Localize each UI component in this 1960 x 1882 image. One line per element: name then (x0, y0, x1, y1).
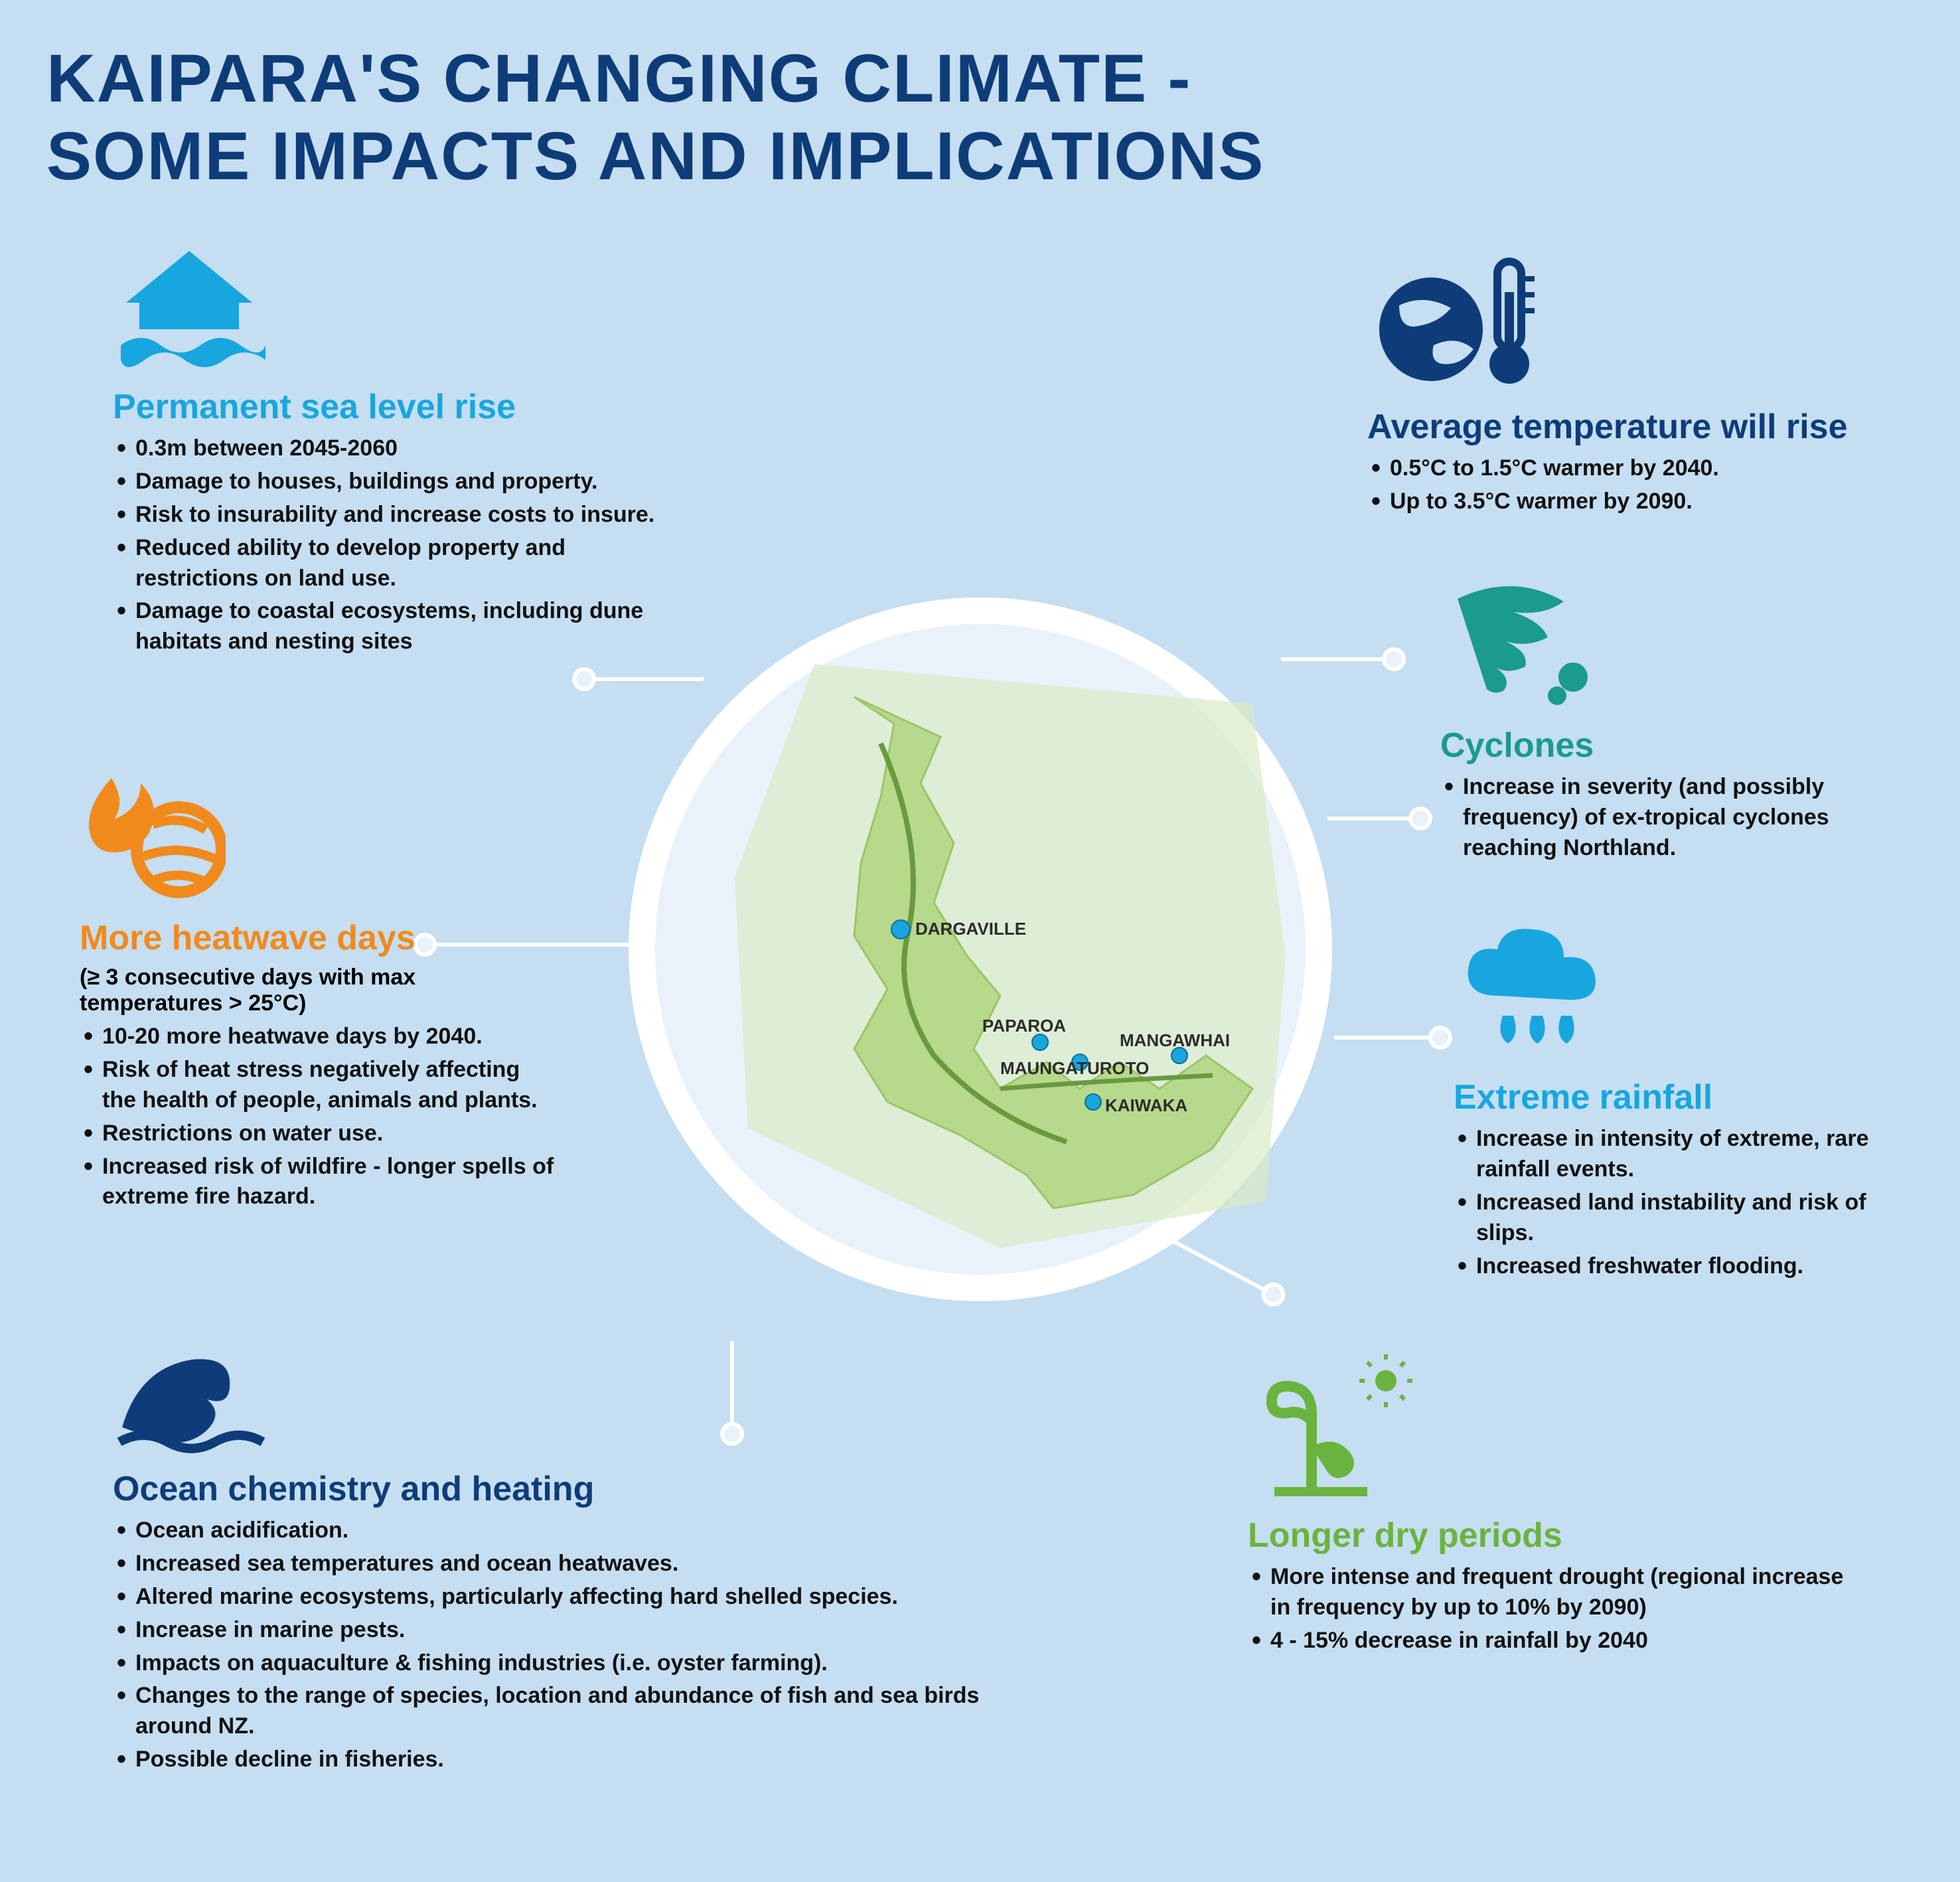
connector-sealevel (584, 677, 704, 681)
map-label-maungaturoto: MAUNGATUROTO (1000, 1058, 1149, 1078)
fire-globe-icon (80, 770, 558, 906)
dry-list: More intense and frequent drought (regio… (1248, 1562, 1858, 1656)
cyclone-list: Increase in severity (and possibly frequ… (1440, 772, 1865, 864)
list-item: Changes to the range of species, locatio… (113, 1681, 1042, 1742)
section-sealevel: Permanent sea level rise 0.3m between 20… (113, 246, 657, 660)
sealevel-heading: Permanent sea level rise (113, 387, 657, 427)
map-label-dargaville: DARGAVILLE (915, 919, 1026, 939)
rainfall-list: Increase in intensity of extreme, rare r… (1454, 1124, 1892, 1281)
list-item: Increased sea temperatures and ocean hea… (113, 1549, 1042, 1579)
list-item: Altered marine ecosystems, particularly … (113, 1582, 1042, 1612)
ocean-list: Ocean acidification. Increased sea tempe… (113, 1516, 1042, 1775)
list-item: 0.3m between 2045-2060 (113, 433, 657, 464)
list-item: Increase in severity (and possibly frequ… (1440, 772, 1865, 864)
rain-cloud-icon (1454, 923, 1892, 1065)
list-item: 0.5°C to 1.5°C warmer by 2040. (1367, 453, 1872, 484)
list-item: 4 - 15% decrease in rainfall by 2040 (1248, 1626, 1858, 1656)
connector-temperature (1281, 657, 1394, 661)
list-item: Possible decline in fisheries. (113, 1745, 1042, 1775)
list-item: Increased land instability and risk of s… (1454, 1188, 1892, 1249)
list-item: Increased freshwater flooding. (1454, 1251, 1892, 1282)
ocean-heading: Ocean chemistry and heating (113, 1469, 1042, 1509)
list-item: Increase in intensity of extreme, rare r… (1454, 1124, 1892, 1185)
cyclone-heading: Cyclones (1440, 726, 1865, 765)
list-item: Damage to coastal ecosystems, including … (113, 596, 657, 657)
heatwave-list: 10-20 more heatwave days by 2040. Risk o… (80, 1022, 558, 1212)
heatwave-subheading: (≥ 3 consecutive days with max temperatu… (80, 965, 558, 1016)
list-item: Risk of heat stress negatively affecting… (80, 1055, 558, 1116)
wilted-plant-sun-icon (1248, 1354, 1858, 1504)
list-item: Damage to houses, buildings and property… (113, 467, 657, 497)
list-item: Increase in marine pests. (113, 1615, 1042, 1646)
list-item: Risk to insurability and increase costs … (113, 500, 657, 530)
list-item: 10-20 more heatwave days by 2040. (80, 1022, 558, 1052)
list-item: Reduced ability to develop property and … (113, 533, 657, 594)
rainfall-heading: Extreme rainfall (1454, 1077, 1892, 1117)
map-region: DARGAVILLE PAPAROA MAUNGATUROTO KAIWAKA … (629, 597, 1332, 1301)
map-label-kaiwaka: KAIWAKA (1105, 1095, 1187, 1115)
kaipara-map: DARGAVILLE PAPAROA MAUNGATUROTO KAIWAKA … (655, 624, 1306, 1275)
tornado-icon (1440, 578, 1865, 714)
connector-cyclone (1327, 817, 1420, 821)
map-circle: DARGAVILLE PAPAROA MAUNGATUROTO KAIWAKA … (629, 597, 1332, 1301)
page-title: KAIPARA'S CHANGING CLIMATE - SOME IMPACT… (46, 40, 1264, 196)
list-item: Up to 3.5°C warmer by 2090. (1367, 487, 1872, 517)
section-heatwave: More heatwave days (≥ 3 consecutive days… (80, 770, 558, 1215)
section-temperature: Average temperature will rise 0.5°C to 1… (1367, 252, 1872, 520)
temperature-heading: Average temperature will rise (1367, 407, 1872, 447)
heatwave-heading: More heatwave days (80, 918, 558, 958)
section-cyclone: Cyclones Increase in severity (and possi… (1440, 578, 1865, 866)
house-flood-icon (113, 246, 657, 375)
list-item: Impacts on aquaculture & fishing industr… (113, 1648, 1042, 1679)
list-item: Increased risk of wildfire - longer spel… (80, 1152, 558, 1213)
list-item: More intense and frequent drought (regio… (1248, 1562, 1858, 1623)
globe-thermometer-icon (1367, 252, 1872, 395)
section-dry: Longer dry periods More intense and freq… (1248, 1354, 1858, 1659)
section-ocean: Ocean chemistry and heating Ocean acidif… (113, 1328, 1042, 1778)
sealevel-list: 0.3m between 2045-2060 Damage to houses,… (113, 433, 657, 657)
map-label-mangawhai: MANGAWHAI (1120, 1030, 1230, 1050)
title-line-1: KAIPARA'S CHANGING CLIMATE - (46, 40, 1264, 118)
wave-icon (113, 1328, 1042, 1457)
dry-heading: Longer dry periods (1248, 1516, 1858, 1555)
list-item: Restrictions on water use. (80, 1119, 558, 1149)
map-label-paparoa: PAPAROA (982, 1016, 1065, 1036)
temperature-list: 0.5°C to 1.5°C warmer by 2040. Up to 3.5… (1367, 453, 1872, 517)
list-item: Ocean acidification. (113, 1516, 1042, 1546)
connector-rainfall (1334, 1036, 1440, 1040)
title-line-2: SOME IMPACTS AND IMPLICATIONS (46, 118, 1264, 195)
section-rainfall: Extreme rainfall Increase in intensity o… (1454, 923, 1892, 1284)
